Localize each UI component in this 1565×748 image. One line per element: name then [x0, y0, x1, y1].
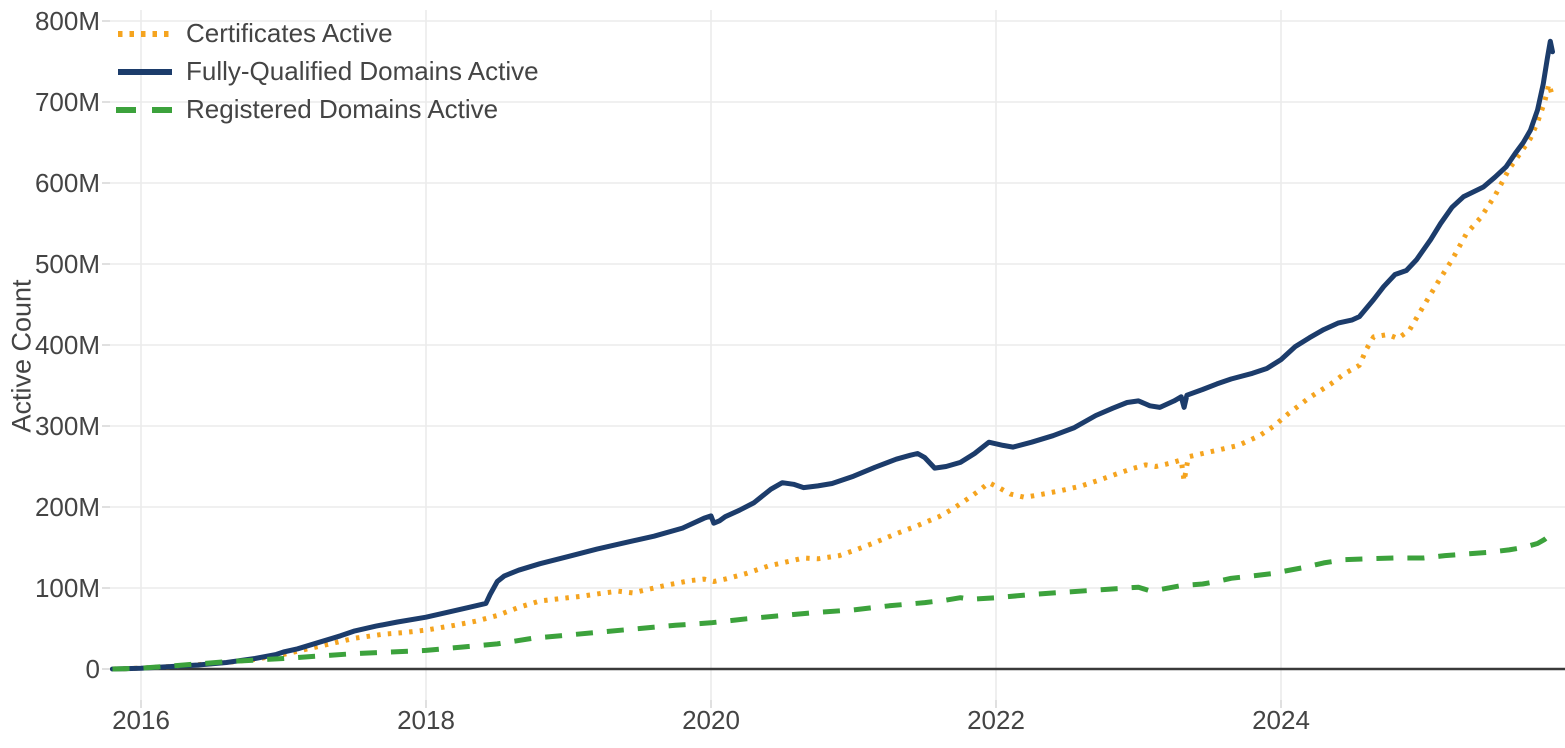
- dotted-line-swatch: [118, 30, 174, 37]
- y-tick-label-0: 0: [85, 654, 100, 684]
- legend-item-certificates-active[interactable]: Certificates Active: [116, 18, 539, 48]
- legend-item-registered-domains-active[interactable]: Registered Domains Active: [116, 94, 539, 124]
- series-line-certificates-active: [112, 81, 1555, 672]
- chart-legend: Certificates Active Fully-Qualified Doma…: [116, 18, 539, 124]
- legend-item-fully-qualified-domains-active[interactable]: Fully-Qualified Domains Active: [116, 56, 539, 86]
- x-tick-label-2022: 2022: [967, 705, 1025, 735]
- y-tick-label-200M: 200M: [34, 492, 100, 522]
- dashed-line-swatch: [116, 106, 172, 113]
- y-tick-label-800M: 800M: [34, 6, 100, 36]
- x-tick-label-2020: 2020: [682, 705, 740, 735]
- series-lines: [110, 38, 1555, 672]
- legend-label-fully-qualified-domains-active: Fully-Qualified Domains Active: [186, 56, 539, 86]
- tick-marks: [102, 20, 1282, 708]
- y-tick-label-300M: 300M: [34, 411, 100, 441]
- legend-label-registered-domains-active: Registered Domains Active: [186, 94, 499, 124]
- legend-label-certificates-active: Certificates Active: [186, 18, 393, 48]
- gridlines: [110, 10, 1565, 700]
- x-tick-label-2018: 2018: [397, 705, 455, 735]
- x-tick-label-2016: 2016: [112, 705, 170, 735]
- x-tick-label-2024: 2024: [1252, 705, 1310, 735]
- y-tick-label-700M: 700M: [34, 87, 100, 117]
- y-tick-label-100M: 100M: [34, 573, 100, 603]
- series-line-registered-domains-active: [112, 531, 1554, 672]
- solid-line-swatch: [118, 68, 172, 75]
- y-tick-label-500M: 500M: [34, 249, 100, 279]
- y-tick-label-600M: 600M: [34, 168, 100, 198]
- series-line-fully-qualified-domains-active: [110, 38, 1555, 672]
- y-tick-label-400M: 400M: [34, 330, 100, 360]
